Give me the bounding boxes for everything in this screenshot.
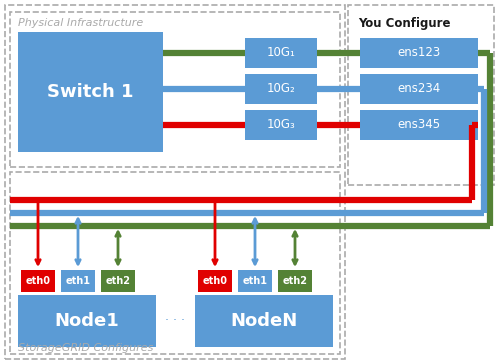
- Bar: [195, 295, 333, 347]
- Bar: [198, 270, 232, 292]
- Bar: [245, 110, 317, 140]
- Text: Physical Infrastructure: Physical Infrastructure: [18, 18, 143, 28]
- Text: 10G₃: 10G₃: [266, 119, 295, 131]
- Text: NodeN: NodeN: [231, 312, 297, 330]
- Text: eth2: eth2: [105, 276, 131, 286]
- Text: eth0: eth0: [203, 276, 228, 286]
- Bar: [245, 74, 317, 104]
- Text: ens123: ens123: [397, 47, 441, 59]
- Bar: [61, 270, 95, 292]
- Bar: [101, 270, 135, 292]
- Text: · · ·: · · ·: [166, 314, 186, 328]
- Bar: [278, 270, 312, 292]
- Bar: [238, 270, 272, 292]
- Bar: [10, 172, 340, 354]
- Bar: [360, 110, 478, 140]
- Bar: [348, 5, 494, 185]
- Bar: [18, 295, 156, 347]
- Bar: [360, 38, 478, 68]
- Text: eth0: eth0: [25, 276, 50, 286]
- Text: StorageGRID Configures: StorageGRID Configures: [18, 343, 153, 353]
- Text: ens345: ens345: [397, 119, 441, 131]
- Text: eth2: eth2: [282, 276, 307, 286]
- Bar: [245, 38, 317, 68]
- Text: 10G₂: 10G₂: [266, 83, 295, 95]
- Text: eth1: eth1: [65, 276, 90, 286]
- Bar: [10, 12, 340, 167]
- Text: ens234: ens234: [397, 83, 441, 95]
- Bar: [18, 32, 163, 152]
- Text: Switch 1: Switch 1: [47, 83, 134, 101]
- Text: 10G₁: 10G₁: [266, 47, 295, 59]
- Text: eth1: eth1: [243, 276, 267, 286]
- Bar: [5, 5, 345, 359]
- Bar: [360, 74, 478, 104]
- Text: You Configure: You Configure: [358, 16, 451, 29]
- Bar: [21, 270, 55, 292]
- Text: Node1: Node1: [54, 312, 119, 330]
